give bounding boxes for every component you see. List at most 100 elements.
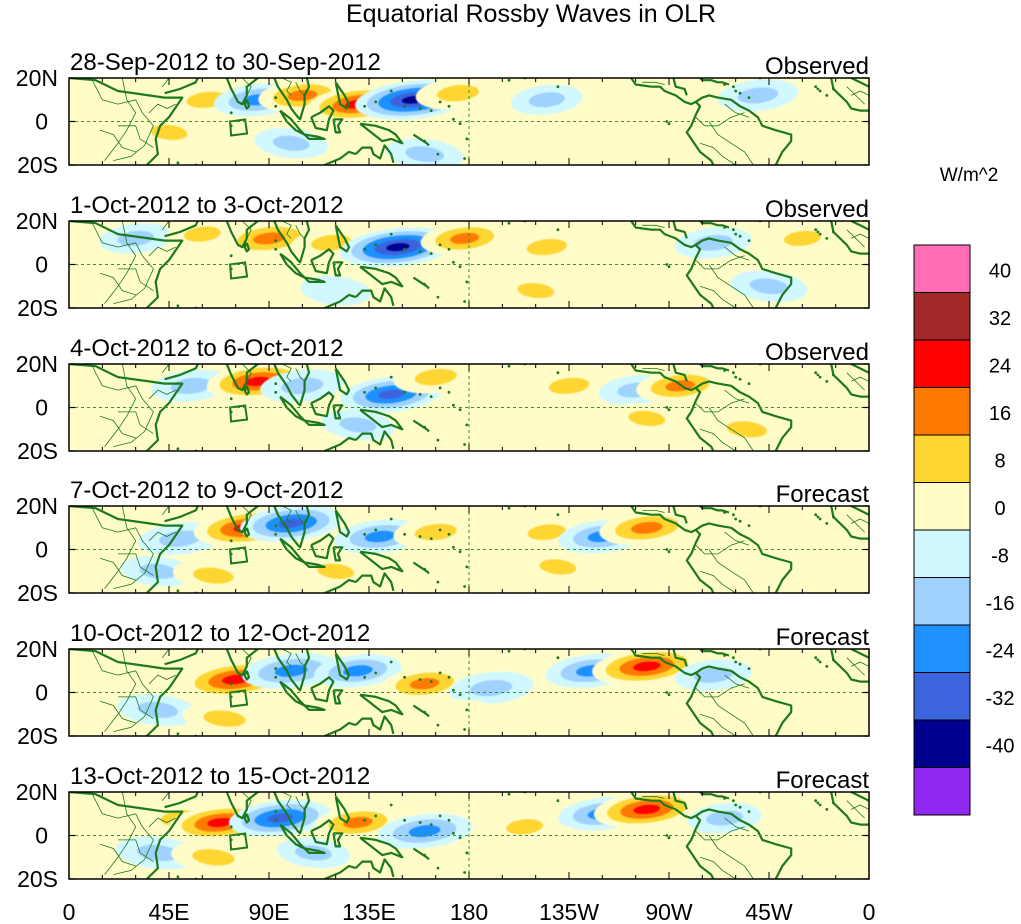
coastline	[303, 847, 326, 854]
coastline	[310, 533, 335, 560]
island	[438, 671, 442, 675]
anomaly-contour	[136, 844, 180, 862]
island	[665, 834, 669, 837]
colorbar-label: 8	[994, 451, 1005, 473]
island	[447, 532, 451, 536]
anomaly-contour	[527, 524, 567, 540]
island	[436, 438, 440, 442]
coastline	[354, 572, 395, 592]
island	[229, 825, 233, 829]
island	[274, 390, 278, 394]
anomaly-field	[121, 506, 695, 592]
coastline	[695, 237, 793, 308]
country-border	[90, 78, 154, 161]
country-border	[99, 272, 136, 296]
coastline	[695, 380, 793, 451]
island	[429, 109, 433, 112]
coastline	[850, 78, 869, 88]
colorbar-label: -40	[986, 736, 1015, 758]
coastline	[69, 221, 184, 308]
coastline	[332, 832, 344, 848]
anomaly-contour	[737, 87, 779, 104]
island	[747, 96, 751, 99]
island	[274, 96, 278, 99]
island	[667, 122, 671, 126]
island	[556, 799, 560, 803]
island	[747, 239, 751, 243]
island	[229, 682, 233, 686]
country-border	[699, 142, 736, 165]
island	[423, 710, 426, 714]
anomaly-contour	[783, 230, 821, 247]
island	[363, 532, 366, 536]
anomaly-contour	[183, 226, 221, 242]
colorbar-swatch	[913, 434, 971, 483]
coastline	[334, 652, 351, 681]
anomaly-contour	[281, 377, 324, 394]
anomaly-contour	[633, 661, 661, 672]
panel-kind-label: Observed	[765, 196, 869, 223]
colorbar-swatch	[913, 577, 971, 626]
colorbar-swatch	[913, 387, 971, 436]
country-border	[724, 389, 750, 404]
country-border	[117, 125, 154, 148]
island	[465, 708, 469, 712]
country-border	[99, 129, 136, 153]
island	[176, 732, 180, 736]
anomaly-contour	[267, 813, 293, 823]
anomaly-field	[115, 792, 762, 874]
map-overlay	[69, 792, 869, 879]
panel-3: 20N 0 20S 4-Oct-2012 to 6-Oct-2012 Observed	[16, 335, 870, 464]
country-border	[699, 856, 736, 879]
island	[732, 513, 735, 517]
country-border	[708, 407, 754, 451]
x-tick-label: 45W	[745, 899, 793, 924]
panel-date-range: 4-Oct-2012 to 6-Oct-2012	[70, 335, 343, 362]
island	[825, 665, 829, 668]
map-overlay	[69, 649, 869, 736]
island	[832, 801, 835, 805]
island	[556, 513, 560, 517]
island	[374, 386, 378, 390]
island	[734, 375, 738, 379]
anomaly-contour	[633, 804, 661, 815]
country-border	[242, 506, 252, 524]
island	[667, 408, 671, 412]
island	[374, 243, 378, 247]
anomaly-contour	[517, 282, 555, 299]
island	[507, 792, 511, 796]
island	[747, 810, 751, 813]
island	[814, 371, 818, 375]
x-tick-label: 180	[450, 899, 488, 924]
coastline	[310, 248, 335, 275]
coastline	[324, 436, 357, 451]
island	[734, 660, 738, 664]
island	[190, 452, 193, 455]
island	[667, 550, 671, 554]
anomaly-contour	[591, 117, 658, 147]
country-border	[295, 82, 305, 96]
country-border	[295, 225, 305, 239]
coastline	[69, 649, 184, 736]
island	[429, 537, 433, 540]
island	[738, 519, 742, 523]
country-border	[242, 221, 252, 239]
anomaly-contour	[339, 417, 377, 433]
colorbar-label: 40	[989, 261, 1011, 283]
y-tick-label: 20S	[17, 723, 58, 749]
panel-date-range: 10-Oct-2012 to 12-Oct-2012	[70, 620, 370, 647]
colorbar: W/m^2 40 32 24 16 8 0 -8 -16 -24 -32 -40	[913, 165, 1015, 816]
anomaly-contour	[405, 146, 444, 162]
island	[825, 380, 829, 383]
island	[458, 122, 462, 126]
island	[465, 280, 469, 284]
country-border	[148, 674, 176, 685]
island	[667, 693, 671, 697]
island	[374, 814, 378, 818]
y-tick-label: 20S	[17, 295, 58, 321]
coastline	[354, 858, 395, 878]
country-border	[295, 368, 305, 382]
island	[229, 254, 233, 258]
island	[447, 247, 451, 251]
island	[429, 395, 433, 398]
